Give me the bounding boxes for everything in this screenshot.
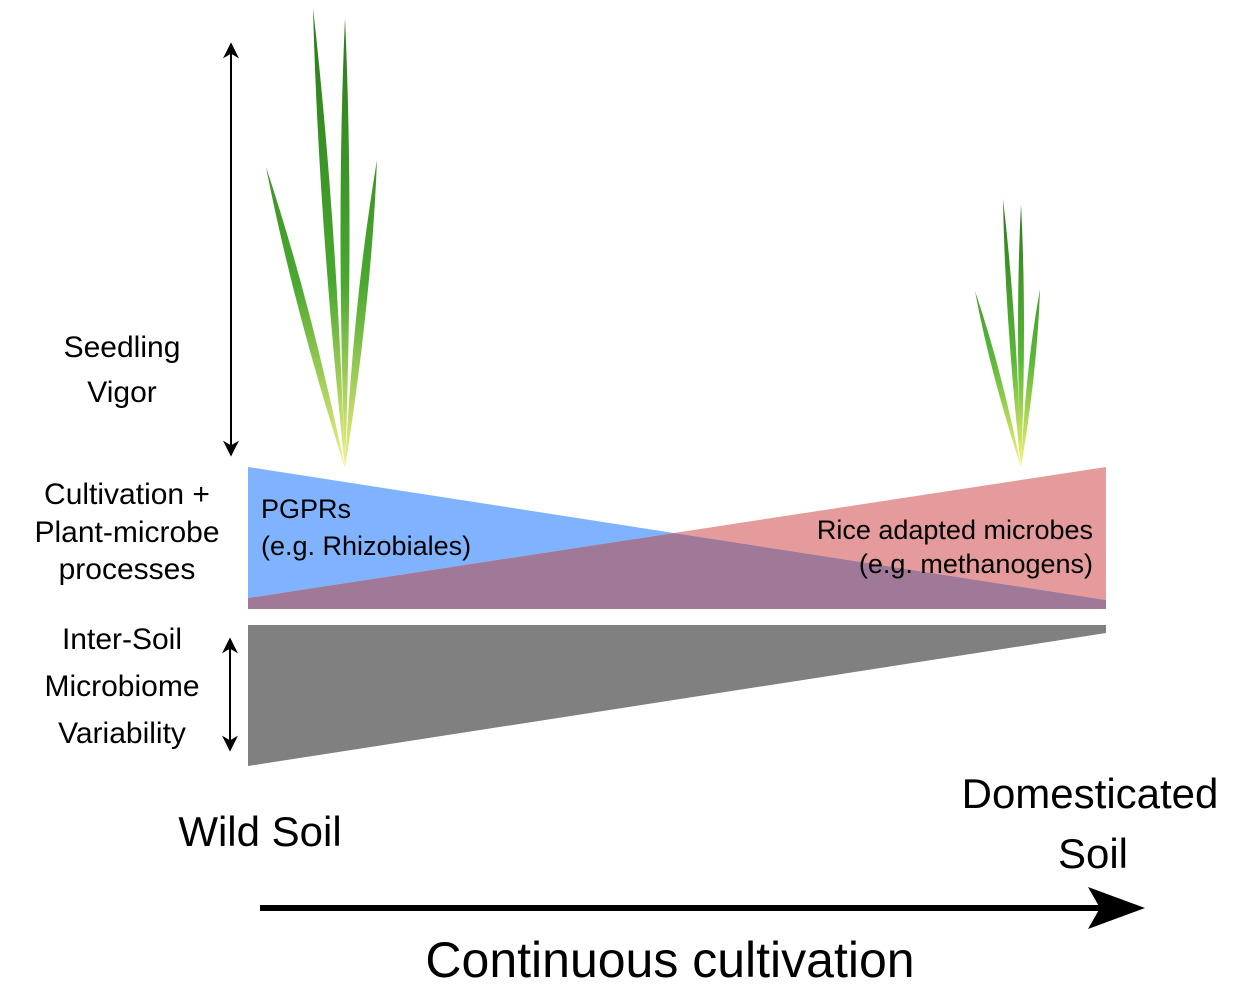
adapted-wedge — [674, 467, 1106, 600]
label: Rice adapted microbes — [817, 515, 1093, 545]
leaf — [266, 167, 345, 468]
leaf — [1021, 289, 1040, 467]
arrow-head — [1088, 887, 1145, 929]
leaf — [313, 8, 345, 468]
leaf — [1018, 204, 1024, 467]
label: processes — [59, 553, 196, 586]
label: (e.g. methanogens) — [859, 549, 1093, 579]
plants — [266, 8, 1040, 468]
overlap — [248, 533, 1106, 609]
leaf — [975, 291, 1021, 467]
leaf — [1003, 199, 1021, 467]
label: Microbiome — [44, 670, 199, 703]
label: Seedling — [64, 331, 181, 364]
label: Soil — [1058, 830, 1128, 877]
leaf — [345, 160, 377, 468]
label: Inter-Soil — [62, 623, 182, 656]
label: Continuous cultivation — [425, 932, 914, 988]
label: Domesticated — [962, 770, 1219, 817]
pgpr-wedge — [248, 467, 674, 598]
leaf — [340, 18, 350, 468]
variability-wedge — [248, 625, 1106, 766]
label: (e.g. Rhizobiales) — [261, 531, 471, 561]
label: Vigor — [87, 376, 157, 409]
label: Wild Soil — [178, 808, 341, 855]
label: Plant-microbe — [34, 516, 219, 549]
label: PGPRs — [261, 494, 351, 524]
label: Variability — [58, 717, 186, 750]
label: Cultivation + — [44, 478, 210, 511]
